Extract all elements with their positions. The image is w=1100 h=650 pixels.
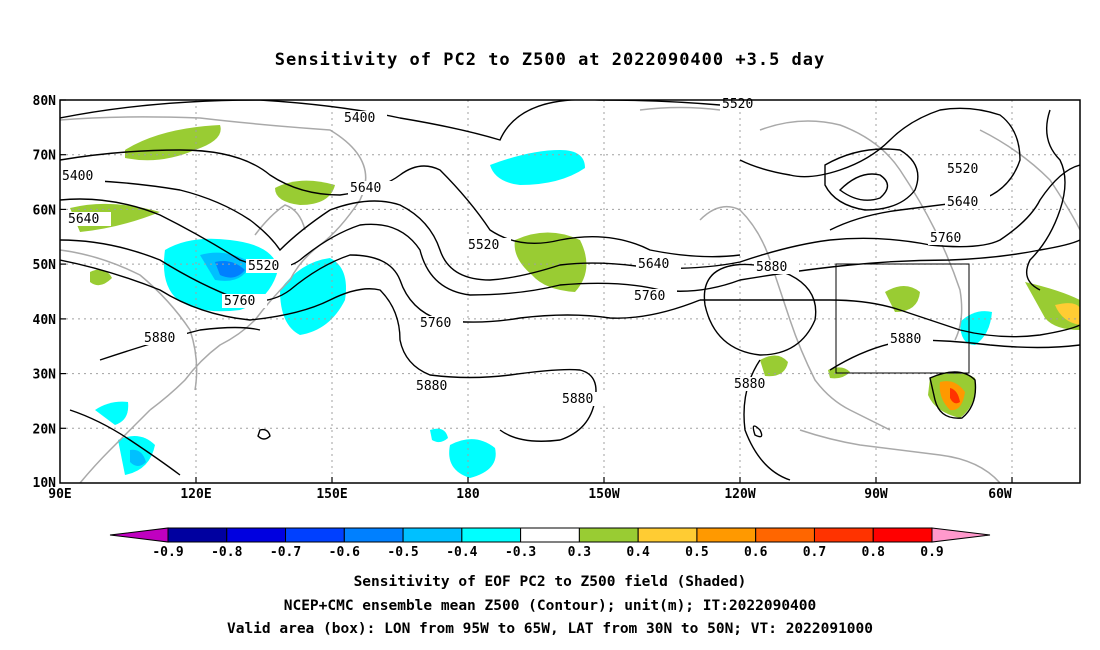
colorbar-swatch: [461, 527, 522, 543]
shade-negative: [960, 311, 992, 345]
contour-label: 5520: [947, 162, 978, 177]
longitude-labels: 90E 120E 150E 180 150W 120W 90W 60W: [48, 487, 1012, 500]
contour-label: 5640: [638, 257, 669, 272]
colorbar-swatch: [578, 527, 639, 543]
lon-label: 180: [456, 487, 480, 500]
shade-positive: [125, 125, 221, 161]
colorbar-swatch: [813, 527, 874, 543]
colorbar-swatch: [167, 527, 228, 543]
contour-label: 5520: [468, 238, 499, 253]
colorbar-swatch: [285, 527, 345, 543]
lat-label: 10N: [33, 476, 57, 491]
contour-labels: 5400 5520 5640 5400 5640 5520 5760 5880 …: [60, 97, 990, 407]
shade-positive: [760, 355, 788, 377]
contour-label: 5880: [890, 332, 921, 347]
shade-positive: [275, 180, 335, 205]
lon-label: 90W: [864, 487, 888, 500]
contour-label: 5880: [756, 260, 787, 275]
lon-label: 90E: [48, 487, 71, 500]
contour-label: 5520: [248, 259, 279, 274]
contour-label: 5880: [562, 392, 593, 407]
lat-label: 80N: [33, 94, 57, 109]
map-title: Sensitivity of PC2 to Z500 at 2022090400…: [274, 50, 826, 70]
lon-label: 120E: [180, 487, 211, 500]
contour-label: 5760: [420, 316, 451, 331]
lon-label: 120W: [724, 487, 755, 500]
colorbar-label: 0.7: [803, 545, 826, 560]
contour-label: 5400: [62, 169, 93, 184]
colorbar-label: -0.7: [270, 545, 301, 560]
lat-label: 20N: [33, 422, 57, 437]
contour-label: 5880: [416, 379, 447, 394]
shaded-sensitivity: [70, 125, 1080, 478]
colorbar-label: 0.5: [685, 545, 708, 560]
colorbar-arrow-low: [109, 527, 169, 543]
colorbar-swatch: [755, 527, 815, 543]
colorbar-label: -0.3: [505, 545, 536, 560]
shade-negative: [430, 428, 448, 443]
colorbar-swatch: [226, 527, 287, 543]
colorbar-label: -0.4: [446, 545, 477, 560]
map-frame: [59, 99, 1081, 484]
colorbar-label: 0.3: [568, 545, 591, 560]
shade-positive: [950, 388, 960, 404]
lat-label: 30N: [33, 368, 57, 383]
lat-label: 60N: [33, 203, 57, 218]
colorbar-arrow-high: [931, 527, 991, 543]
shade-negative: [449, 439, 496, 478]
caption-valid-area: Valid area (box): LON from 95W to 65W, L…: [226, 621, 873, 637]
contour-label: 5400: [344, 111, 375, 126]
colorbar-swatch: [343, 527, 404, 543]
lat-label: 70N: [33, 149, 57, 164]
contour-label: 5880: [734, 377, 765, 392]
caption-shaded: Sensitivity of EOF PC2 to Z500 field (Sh…: [353, 574, 747, 590]
lon-label: 60W: [988, 487, 1012, 500]
contour-label: 5640: [350, 181, 381, 196]
colorbar-label: -0.5: [387, 545, 418, 560]
shade-positive: [514, 232, 587, 292]
colorbar-label: -0.6: [329, 545, 360, 560]
shade-negative: [215, 261, 245, 278]
shade-negative: [490, 150, 585, 185]
shade-negative: [130, 449, 146, 466]
lat-label: 40N: [33, 313, 57, 328]
contour-label: 5760: [634, 289, 665, 304]
shade-negative: [95, 401, 129, 425]
colorbar-label: 0.9: [920, 545, 943, 560]
contour-label: 5640: [68, 212, 99, 227]
shade-positive: [90, 269, 112, 286]
colorbar-label: -0.8: [211, 545, 242, 560]
colorbar-label: -0.9: [152, 545, 183, 560]
colorbar-swatch: [402, 527, 463, 543]
contour-label: 5760: [224, 294, 255, 309]
colorbar-swatch: [637, 527, 698, 543]
lon-label: 150E: [316, 487, 347, 500]
shade-positive: [885, 286, 920, 312]
shade-positive: [1055, 303, 1080, 325]
colorbar-label: 0.6: [744, 545, 768, 560]
colorbar-swatch: [696, 527, 757, 543]
caption-contour: NCEP+CMC ensemble mean Z500 (Contour); u…: [283, 598, 817, 614]
contour-label: 5880: [144, 331, 175, 346]
colorbar-label: 0.8: [861, 545, 885, 560]
lat-label: 50N: [33, 258, 57, 273]
axis-ticks: [60, 99, 1013, 483]
valid-area-box: [835, 263, 970, 374]
shade-negative: [280, 258, 346, 335]
contour-label: 5760: [930, 231, 961, 246]
colorbar-swatch: [520, 527, 580, 543]
lon-label: 150W: [588, 487, 619, 500]
sensitivity-map: 5400 5520 5640 5400 5640 5520 5760 5880 …: [33, 94, 1081, 500]
colorbar-label: 0.4: [626, 545, 650, 560]
colorbar-swatch: [872, 527, 933, 543]
contour-label: 5640: [947, 195, 978, 210]
latitude-labels: 80N 70N 60N 50N 40N 30N 20N 10N: [33, 94, 57, 491]
